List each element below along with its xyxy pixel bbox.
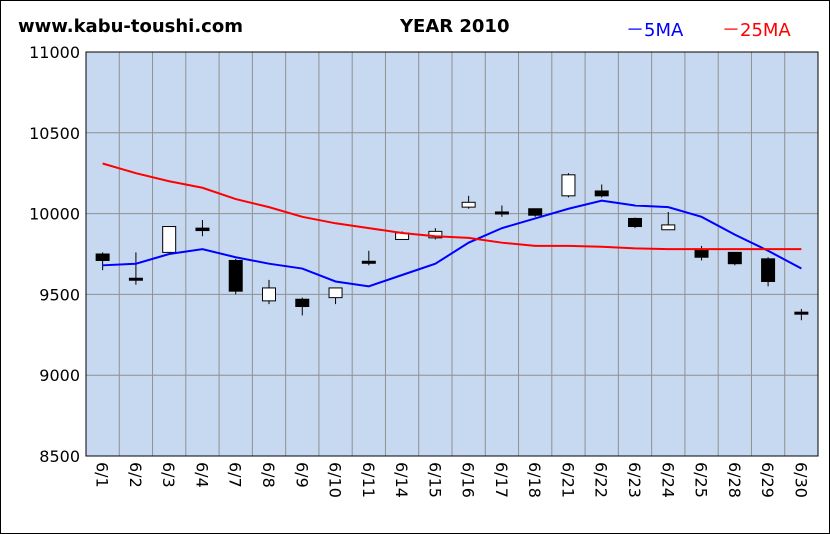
x-tick-label: 6/2 — [126, 462, 145, 488]
x-tick-label: 6/23 — [625, 462, 644, 498]
candle — [761, 257, 776, 287]
candle-body — [295, 298, 310, 308]
moving-average-lines — [102, 162, 802, 288]
ma25-line — [102, 162, 802, 251]
y-tick-label: 9000 — [39, 366, 80, 385]
x-tick-label: 6/21 — [558, 462, 577, 498]
plot-border — [85, 51, 819, 457]
x-tick-label: 6/24 — [658, 462, 677, 498]
candle — [162, 226, 177, 253]
candle — [328, 287, 343, 305]
site-url: www.kabu-toushi.com — [18, 16, 243, 37]
candle — [528, 208, 543, 217]
x-tick-label: 6/22 — [592, 462, 611, 498]
candle-body — [727, 251, 742, 265]
x-tick-label: 6/7 — [226, 462, 245, 488]
candle-body — [594, 190, 609, 197]
y-tick-label: 11000 — [29, 43, 80, 62]
y-tick-label: 10500 — [29, 124, 80, 143]
candle — [128, 252, 143, 285]
candle — [262, 279, 276, 305]
candle-body — [162, 226, 177, 253]
x-tick-label: 6/30 — [791, 462, 810, 498]
candles — [95, 173, 809, 321]
candle — [228, 258, 243, 295]
x-tick-label: 6/25 — [692, 462, 711, 498]
candle-body — [494, 211, 509, 215]
candle-body — [95, 253, 110, 261]
candle-body — [361, 260, 376, 264]
y-axis-ticks: 8500 9000 9500 10000 10500 11000 — [29, 43, 80, 466]
legend-5ma: －5MA — [626, 20, 684, 41]
x-tick-label: 6/8 — [259, 462, 278, 488]
candle-body — [794, 311, 809, 315]
legend-25ma: －25MA — [722, 20, 791, 41]
candle-body — [262, 287, 276, 302]
x-tick-label: 6/18 — [525, 462, 544, 498]
x-tick-label: 6/28 — [725, 462, 744, 498]
candle — [561, 173, 576, 198]
x-tick-label: 6/16 — [459, 462, 478, 498]
candle-body — [461, 201, 476, 208]
chart-title: YEAR 2010 — [400, 16, 510, 37]
candle — [628, 217, 642, 229]
candle-body — [761, 258, 776, 282]
candle-body — [561, 174, 576, 197]
candle — [461, 195, 476, 209]
candle-body — [328, 287, 343, 299]
ma5-line — [102, 199, 802, 288]
candle-body — [661, 224, 676, 231]
candle — [494, 205, 509, 217]
candle — [727, 251, 742, 266]
x-tick-label: 6/3 — [159, 462, 178, 488]
candle — [594, 184, 609, 198]
candle — [95, 252, 110, 271]
x-tick-label: 6/15 — [425, 462, 444, 498]
x-tick-label: 6/1 — [93, 462, 112, 488]
x-tick-label: 6/17 — [492, 462, 511, 498]
candle — [794, 308, 809, 321]
candle-body — [694, 248, 709, 258]
x-tick-label: 6/14 — [392, 462, 411, 498]
candle-body — [128, 277, 143, 281]
candle — [661, 211, 676, 231]
candle-body — [628, 217, 642, 228]
candle-body — [228, 259, 243, 292]
y-tick-label: 10000 — [29, 205, 80, 224]
candle — [295, 297, 310, 316]
y-tick-label: 9500 — [39, 285, 80, 304]
candle-body — [195, 227, 210, 232]
x-tick-label: 6/9 — [292, 462, 311, 488]
y-tick-label: 8500 — [39, 447, 80, 466]
candle — [361, 250, 376, 266]
candle — [195, 220, 210, 237]
x-tick-label: 6/4 — [192, 462, 211, 488]
candle-body — [528, 208, 543, 216]
x-tick-label: 6/11 — [359, 462, 378, 498]
x-tick-label: 6/10 — [326, 462, 345, 498]
x-tick-label: 6/29 — [758, 462, 777, 498]
x-axis-ticks: 6/1 6/2 6/3 6/4 6/7 6/8 6/9 6/10 6/11 6/14 6/15 6/1… — [93, 462, 811, 498]
